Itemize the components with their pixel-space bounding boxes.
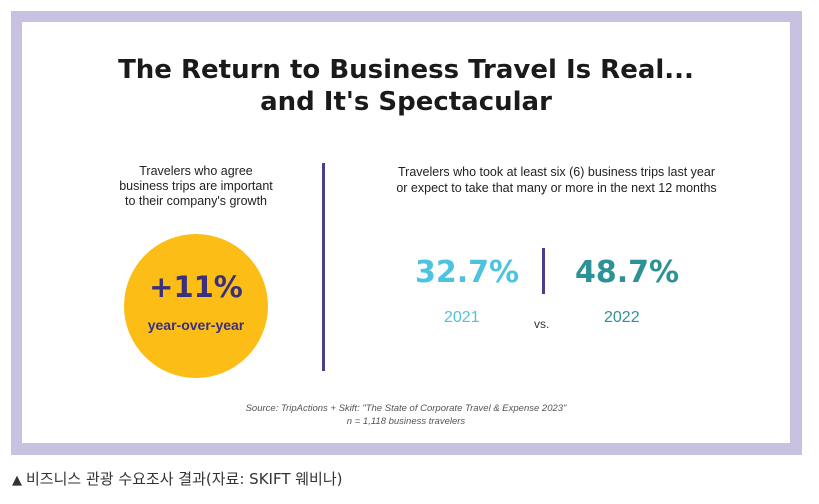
stat-2021-value: 32.7%: [415, 255, 520, 290]
image-caption: ▲ 비즈니스 관광 수요조사 결과(자료: SKIFT 웨비나): [12, 468, 343, 489]
right-panel-label: Travelers who took at least six (6) busi…: [354, 164, 759, 196]
title-line-1: The Return to Business Travel Is Real...: [118, 55, 694, 85]
stat-divider: [542, 248, 545, 294]
source-note: Source: TripActions + Skift: "The State …: [22, 402, 790, 428]
caption-text: 비즈니스 관광 수요조사 결과(자료: SKIFT 웨비나): [26, 470, 343, 488]
infographic-title: The Return to Business Travel Is Real...…: [22, 54, 790, 118]
left-label-line: business trips are important: [119, 179, 273, 193]
infographic-card: The Return to Business Travel Is Real...…: [22, 22, 790, 443]
panel-divider: [322, 163, 325, 371]
sample-size-line: n = 1,118 business travelers: [346, 416, 466, 427]
vs-label: vs.: [534, 317, 550, 331]
stat-2022-value: 48.7%: [575, 255, 680, 290]
left-panel-label: Travelers who agree business trips are i…: [100, 164, 292, 209]
stat-2022-year: 2022: [604, 309, 640, 326]
left-label-line: Travelers who agree: [139, 164, 253, 178]
growth-value: +11%: [149, 270, 243, 304]
right-label-line: or expect to take that many or more in t…: [396, 181, 717, 195]
growth-caption: year-over-year: [147, 317, 245, 333]
right-label-line: Travelers who took at least six (6) busi…: [397, 165, 716, 179]
source-line: Source: TripActions + Skift: "The State …: [245, 403, 567, 414]
stat-2021-year: 2021: [444, 309, 480, 326]
up-triangle-icon: ▲: [12, 473, 22, 488]
title-line-2: and It's Spectacular: [260, 87, 552, 117]
growth-circle: +11% year-over-year: [124, 234, 268, 378]
left-label-line: to their company's growth: [124, 194, 268, 208]
